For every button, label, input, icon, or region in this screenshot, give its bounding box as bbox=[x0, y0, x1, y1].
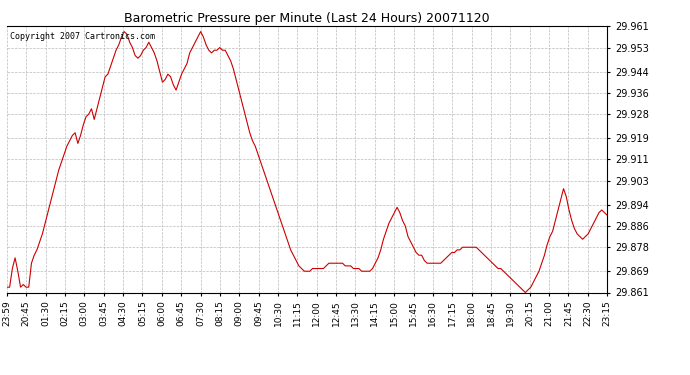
Text: Copyright 2007 Cartronics.com: Copyright 2007 Cartronics.com bbox=[10, 32, 155, 40]
Title: Barometric Pressure per Minute (Last 24 Hours) 20071120: Barometric Pressure per Minute (Last 24 … bbox=[124, 12, 490, 25]
